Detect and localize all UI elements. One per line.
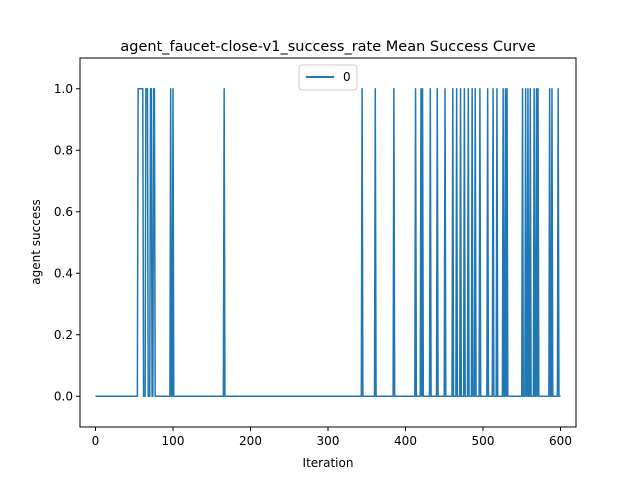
y-tick-label: 0.4 (54, 266, 73, 280)
series-layer (95, 88, 561, 397)
y-axis-label: agent success (29, 199, 43, 284)
x-tick-label: 300 (317, 434, 340, 448)
x-tick-label: 0 (92, 434, 100, 448)
y-axis-ticks: 0.0 0.2 0.4 0.6 0.8 1.0 (54, 82, 80, 403)
x-axis-label: Iteration (303, 456, 354, 470)
x-tick-label: 400 (394, 434, 417, 448)
series-line (95, 88, 561, 397)
x-tick-label: 600 (549, 434, 572, 448)
x-tick-label: 200 (239, 434, 262, 448)
x-axis-ticks: 0 100 200 300 400 500 600 (92, 427, 572, 448)
x-tick-label: 500 (472, 434, 495, 448)
y-tick-label: 0.8 (54, 143, 73, 157)
x-tick-label: 100 (162, 434, 185, 448)
y-tick-label: 0.0 (54, 389, 73, 403)
chart-title: agent_faucet-close-v1_success_rate Mean … (120, 39, 535, 55)
y-tick-label: 1.0 (54, 82, 73, 96)
legend-label: 0 (343, 70, 351, 84)
y-tick-label: 0.6 (54, 205, 73, 219)
legend: 0 (298, 64, 358, 91)
y-tick-label: 0.2 (54, 328, 73, 342)
